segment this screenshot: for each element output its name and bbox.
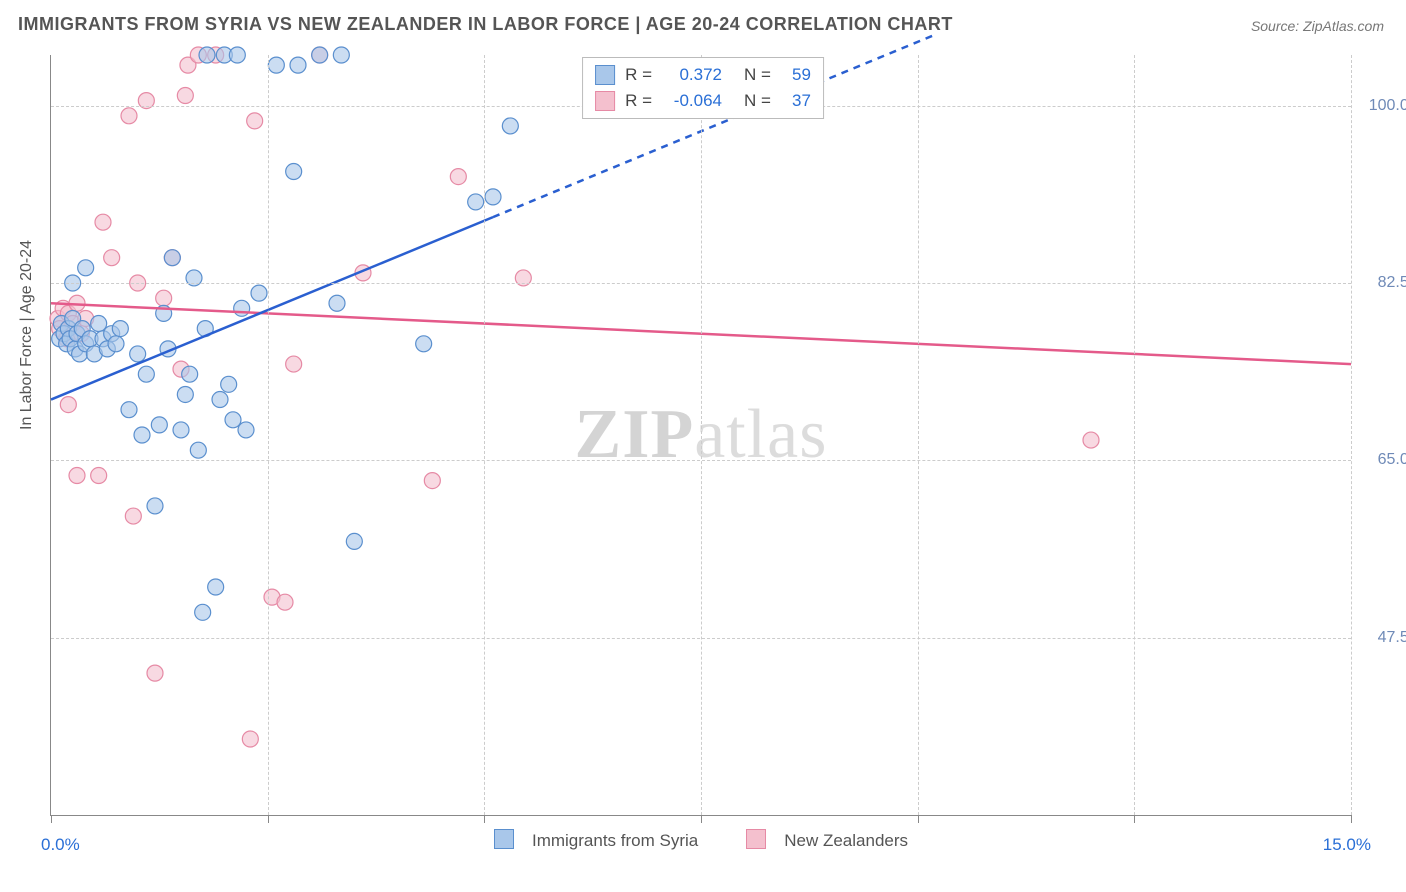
- legend-r-value: 0.372: [662, 65, 722, 85]
- legend-item: Immigrants from Syria: [482, 831, 710, 850]
- data-point: [329, 295, 345, 311]
- data-point: [91, 316, 107, 332]
- gridline-v: [484, 55, 485, 815]
- y-tick-label: 82.5%: [1378, 274, 1406, 292]
- legend-n-value: 59: [781, 65, 811, 85]
- data-point: [182, 366, 198, 382]
- data-point: [199, 47, 215, 63]
- y-axis-title: In Labor Force | Age 20-24: [18, 240, 36, 430]
- data-point: [290, 57, 306, 73]
- legend-row: R = -0.064 N = 37: [595, 88, 811, 114]
- data-point: [130, 346, 146, 362]
- data-point: [164, 250, 180, 266]
- data-point: [121, 108, 137, 124]
- data-point: [121, 402, 137, 418]
- data-point: [346, 533, 362, 549]
- data-point: [450, 169, 466, 185]
- source-attribution: Source: ZipAtlas.com: [1251, 18, 1384, 34]
- data-point: [138, 366, 154, 382]
- gridline-v: [1134, 55, 1135, 815]
- data-point: [151, 417, 167, 433]
- data-point: [212, 392, 228, 408]
- data-point: [104, 250, 120, 266]
- legend-swatch: [494, 829, 514, 849]
- x-tick: [1134, 815, 1135, 823]
- data-point: [416, 336, 432, 352]
- legend-row: R = 0.372 N = 59: [595, 62, 811, 88]
- legend-r-label: R =: [625, 91, 652, 111]
- data-point: [91, 468, 107, 484]
- x-min-label: 0.0%: [41, 835, 80, 855]
- data-point: [286, 164, 302, 180]
- gridline-v: [918, 55, 919, 815]
- data-point: [277, 594, 293, 610]
- legend-label: Immigrants from Syria: [532, 831, 698, 850]
- y-tick-label: 100.0%: [1369, 97, 1406, 115]
- data-point: [177, 88, 193, 104]
- data-point: [125, 508, 141, 524]
- legend-item: New Zealanders: [734, 831, 920, 850]
- data-point: [468, 194, 484, 210]
- legend-swatch: [595, 65, 615, 85]
- legend-n-label: N =: [744, 91, 771, 111]
- data-point: [60, 397, 76, 413]
- legend-r-value: -0.064: [662, 91, 722, 111]
- data-point: [1083, 432, 1099, 448]
- data-point: [242, 731, 258, 747]
- data-point: [195, 604, 211, 620]
- data-point: [286, 356, 302, 372]
- x-tick: [51, 815, 52, 823]
- data-point: [208, 579, 224, 595]
- data-point: [312, 47, 328, 63]
- data-point: [229, 47, 245, 63]
- data-point: [485, 189, 501, 205]
- y-tick-label: 65.0%: [1378, 451, 1406, 469]
- gridline-v: [1351, 55, 1352, 815]
- gridline-v: [701, 55, 702, 815]
- data-point: [234, 300, 250, 316]
- data-point: [95, 214, 111, 230]
- data-point: [156, 290, 172, 306]
- legend-top: R = 0.372 N = 59 R = -0.064 N = 37: [582, 57, 824, 119]
- data-point: [134, 427, 150, 443]
- data-point: [177, 386, 193, 402]
- data-point: [333, 47, 349, 63]
- data-point: [69, 468, 85, 484]
- data-point: [173, 422, 189, 438]
- x-tick: [1351, 815, 1352, 823]
- plot-area: ZIPatlas Immigrants from SyriaNew Zealan…: [50, 55, 1351, 816]
- legend-n-value: 37: [781, 91, 811, 111]
- x-tick: [918, 815, 919, 823]
- chart-title: IMMIGRANTS FROM SYRIA VS NEW ZEALANDER I…: [18, 14, 953, 35]
- trend-line: [51, 217, 493, 399]
- gridline-v: [268, 55, 269, 815]
- legend-n-label: N =: [744, 65, 771, 85]
- legend-bottom: Immigrants from Syria New Zealanders: [51, 829, 1351, 851]
- legend-swatch: [746, 829, 766, 849]
- y-tick-label: 47.5%: [1378, 629, 1406, 647]
- data-point: [190, 442, 206, 458]
- x-tick: [484, 815, 485, 823]
- data-point: [251, 285, 267, 301]
- x-tick: [268, 815, 269, 823]
- data-point: [268, 57, 284, 73]
- data-point: [502, 118, 518, 134]
- data-point: [108, 336, 124, 352]
- legend-swatch: [595, 91, 615, 111]
- data-point: [225, 412, 241, 428]
- data-point: [424, 473, 440, 489]
- legend-label: New Zealanders: [784, 831, 908, 850]
- data-point: [112, 321, 128, 337]
- x-max-label: 15.0%: [1323, 835, 1371, 855]
- data-point: [147, 498, 163, 514]
- data-point: [147, 665, 163, 681]
- x-tick: [701, 815, 702, 823]
- data-point: [247, 113, 263, 129]
- data-point: [238, 422, 254, 438]
- legend-r-label: R =: [625, 65, 652, 85]
- data-point: [78, 260, 94, 276]
- data-point: [221, 376, 237, 392]
